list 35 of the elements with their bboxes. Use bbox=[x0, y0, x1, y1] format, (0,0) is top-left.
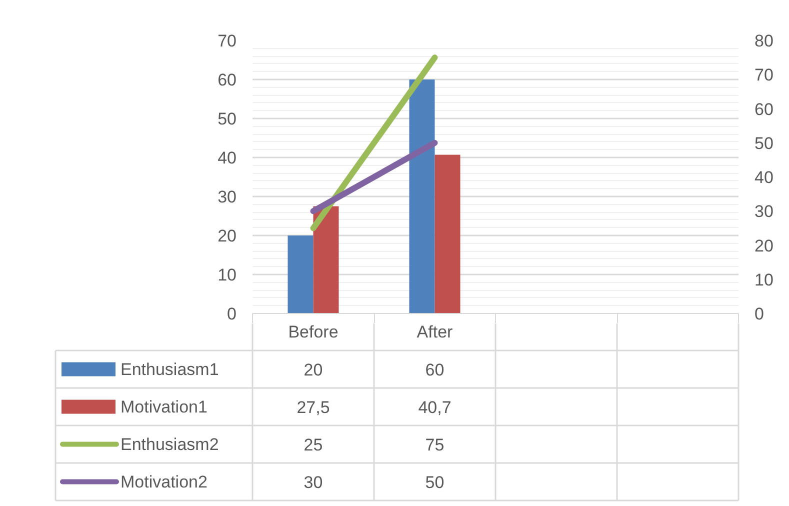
y-tick-label: 10 bbox=[218, 266, 237, 284]
y2-tick-label: 50 bbox=[754, 134, 774, 153]
y2-tick-label: 80 bbox=[754, 32, 774, 50]
y2-tick-label: 0 bbox=[754, 304, 764, 324]
bar bbox=[313, 206, 339, 314]
data-label: 50 bbox=[425, 472, 444, 492]
y-tick-label: 30 bbox=[218, 188, 237, 206]
bar bbox=[409, 80, 435, 314]
y2-tick-label: 20 bbox=[754, 236, 774, 256]
data-label: 30 bbox=[304, 472, 323, 492]
y-tick-label: 20 bbox=[218, 226, 237, 246]
data-label: 40,7 bbox=[418, 398, 452, 417]
data-label: 20 bbox=[304, 360, 323, 380]
y-tick-label: 60 bbox=[218, 70, 237, 90]
y-tick-label: 40 bbox=[218, 148, 237, 168]
y-tick-label: 70 bbox=[218, 32, 237, 50]
legend-label: Motivation2 bbox=[120, 472, 208, 492]
bar bbox=[288, 236, 314, 314]
y2-tick-label: 10 bbox=[754, 270, 774, 290]
y2-tick-label: 60 bbox=[754, 100, 774, 119]
bar bbox=[434, 154, 460, 314]
y-tick-label: 50 bbox=[218, 110, 237, 128]
legend-label: Enthusiasm2 bbox=[120, 434, 219, 454]
legend-label: Enthusiasm1 bbox=[120, 360, 219, 379]
x-tick-label: Before bbox=[288, 322, 338, 342]
data-label: 27,5 bbox=[296, 398, 330, 417]
data-label: 25 bbox=[304, 435, 323, 454]
data-label: 75 bbox=[425, 435, 444, 454]
data-label: 60 bbox=[425, 360, 444, 380]
y2-tick-label: 70 bbox=[754, 66, 774, 85]
y-tick-label: 0 bbox=[227, 304, 237, 324]
legend-label: Motivation1 bbox=[120, 397, 208, 416]
y2-tick-label: 40 bbox=[754, 168, 774, 187]
x-tick-label: After bbox=[416, 322, 454, 342]
y2-tick-label: 30 bbox=[754, 202, 774, 222]
